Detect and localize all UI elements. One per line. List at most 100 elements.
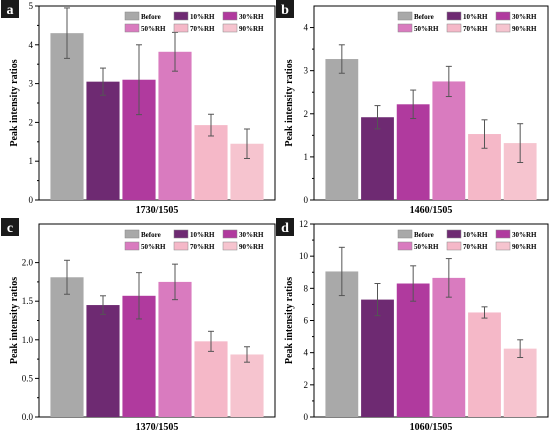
legend-label: 30%RH — [512, 231, 537, 239]
legend-label: Before — [141, 13, 161, 21]
chart-panel-b: 0 1 2 3 4 Peak intensity ratios 1460/1505 Befor… — [276, 0, 549, 216]
y-tick-label: 0 — [304, 195, 309, 205]
legend-swatch-50%RH — [397, 23, 413, 33]
bar-90%RH — [503, 348, 537, 417]
panel-letter: c — [7, 221, 13, 236]
chart-panel-a: 0 1 2 3 4 5 Peak intensity ratios 1730/1505 Befo… — [1, 0, 276, 216]
legend-swatch-Before — [397, 229, 413, 239]
bar-70%RH — [468, 312, 501, 417]
panel-letter: d — [281, 221, 289, 236]
y-tick-label: 2 — [304, 109, 309, 119]
chart-panel-d: 0 2 4 6 8 10 12 Peak intensity ratios 1060/1505 B… — [276, 218, 549, 433]
legend-swatch-10%RH — [173, 229, 189, 239]
legend-label: 30%RH — [239, 13, 264, 21]
y-tick-label: 0 — [304, 412, 309, 422]
legend-swatch-10%RH — [446, 229, 462, 239]
legend-label: 50%RH — [141, 25, 166, 33]
panel-badge — [1, 218, 19, 236]
y-axis-label: Peak intensity ratios — [9, 59, 20, 146]
legend-swatch-Before — [397, 11, 413, 21]
y-tick-label: 10 — [299, 251, 309, 261]
y-tick-label: 0 — [29, 195, 34, 205]
bar-Before — [325, 59, 359, 200]
legend-label: Before — [414, 13, 434, 21]
legend-swatch-30%RH — [495, 11, 511, 21]
legend-label: 10%RH — [190, 231, 215, 239]
bar-10%RH — [86, 305, 120, 417]
x-axis-label: 1730/1505 — [136, 205, 179, 216]
bar-Before — [50, 33, 84, 200]
legend-label: 70%RH — [190, 243, 215, 251]
legend-label: 50%RH — [414, 243, 439, 251]
plot-frame — [313, 5, 549, 201]
legend-label: 90%RH — [239, 25, 264, 33]
legend-label: 90%RH — [512, 25, 537, 33]
legend-swatch-Before — [124, 11, 140, 21]
bar-10%RH — [361, 117, 394, 200]
y-tick-label: 4 — [29, 40, 34, 50]
panel-badge — [1, 0, 19, 18]
legend-swatch-70%RH — [173, 241, 189, 251]
bar-50%RH — [158, 281, 192, 417]
legend-swatch-30%RH — [495, 229, 511, 239]
x-axis-label: 1460/1505 — [410, 205, 453, 216]
legend-label: Before — [414, 231, 434, 239]
bar-30%RH — [396, 283, 430, 417]
panel-letter: a — [7, 3, 14, 18]
legend-label: 10%RH — [463, 13, 488, 21]
y-tick-label: 0.5 — [22, 373, 34, 383]
legend-label: 50%RH — [141, 243, 166, 251]
legend-label: Before — [141, 231, 161, 239]
bar-50%RH — [432, 277, 466, 417]
panel-letter: b — [281, 3, 289, 18]
y-tick-label: 1.5 — [22, 296, 34, 306]
legend-swatch-90%RH — [222, 241, 238, 251]
bar-70%RH — [194, 125, 228, 200]
legend-swatch-50%RH — [397, 241, 413, 251]
bar-50%RH — [158, 51, 192, 201]
legend-swatch-30%RH — [222, 229, 238, 239]
legend-swatch-90%RH — [495, 23, 511, 33]
legend-label: 30%RH — [512, 13, 537, 21]
legend-label: 70%RH — [190, 25, 215, 33]
bar-10%RH — [86, 81, 120, 200]
legend-swatch-70%RH — [446, 241, 462, 251]
y-tick-label: 3 — [29, 79, 34, 89]
legend-label: 10%RH — [463, 231, 488, 239]
panel-badge — [276, 0, 294, 18]
y-axis-label: Peak intensity ratios — [284, 277, 295, 364]
legend-swatch-90%RH — [222, 23, 238, 33]
y-axis-label: Peak intensity ratios — [284, 59, 295, 146]
legend-swatch-Before — [124, 229, 140, 239]
legend-swatch-70%RH — [173, 23, 189, 33]
x-axis-label: 1370/1505 — [136, 422, 179, 433]
bar-50%RH — [432, 81, 466, 200]
legend-swatch-10%RH — [173, 11, 189, 21]
bar-10%RH — [361, 299, 394, 417]
y-tick-label: 5 — [29, 1, 34, 11]
y-tick-label: 2 — [29, 117, 34, 127]
bar-Before — [50, 277, 84, 417]
legend-label: 30%RH — [239, 231, 264, 239]
panel-badge — [276, 218, 294, 236]
legend-swatch-10%RH — [446, 11, 462, 21]
y-axis-label: Peak intensity ratios — [9, 277, 20, 364]
legend-swatch-30%RH — [222, 11, 238, 21]
legend-label: 50%RH — [414, 25, 439, 33]
legend-label: 90%RH — [512, 243, 537, 251]
legend-swatch-50%RH — [124, 241, 140, 251]
y-tick-label: 1 — [304, 152, 309, 162]
y-tick-label: 4 — [304, 23, 309, 33]
y-tick-label: 8 — [304, 283, 309, 293]
y-tick-label: 4 — [304, 348, 309, 358]
bar-90%RH — [230, 354, 264, 417]
y-tick-label: 1 — [29, 156, 34, 166]
legend-swatch-90%RH — [495, 241, 511, 251]
bar-70%RH — [194, 341, 228, 417]
y-tick-label: 3 — [304, 66, 309, 76]
y-tick-label: 0.0 — [22, 412, 34, 422]
y-tick-label: 6 — [304, 316, 309, 326]
y-tick-label: 1.0 — [22, 335, 34, 345]
legend-label: 90%RH — [239, 243, 264, 251]
